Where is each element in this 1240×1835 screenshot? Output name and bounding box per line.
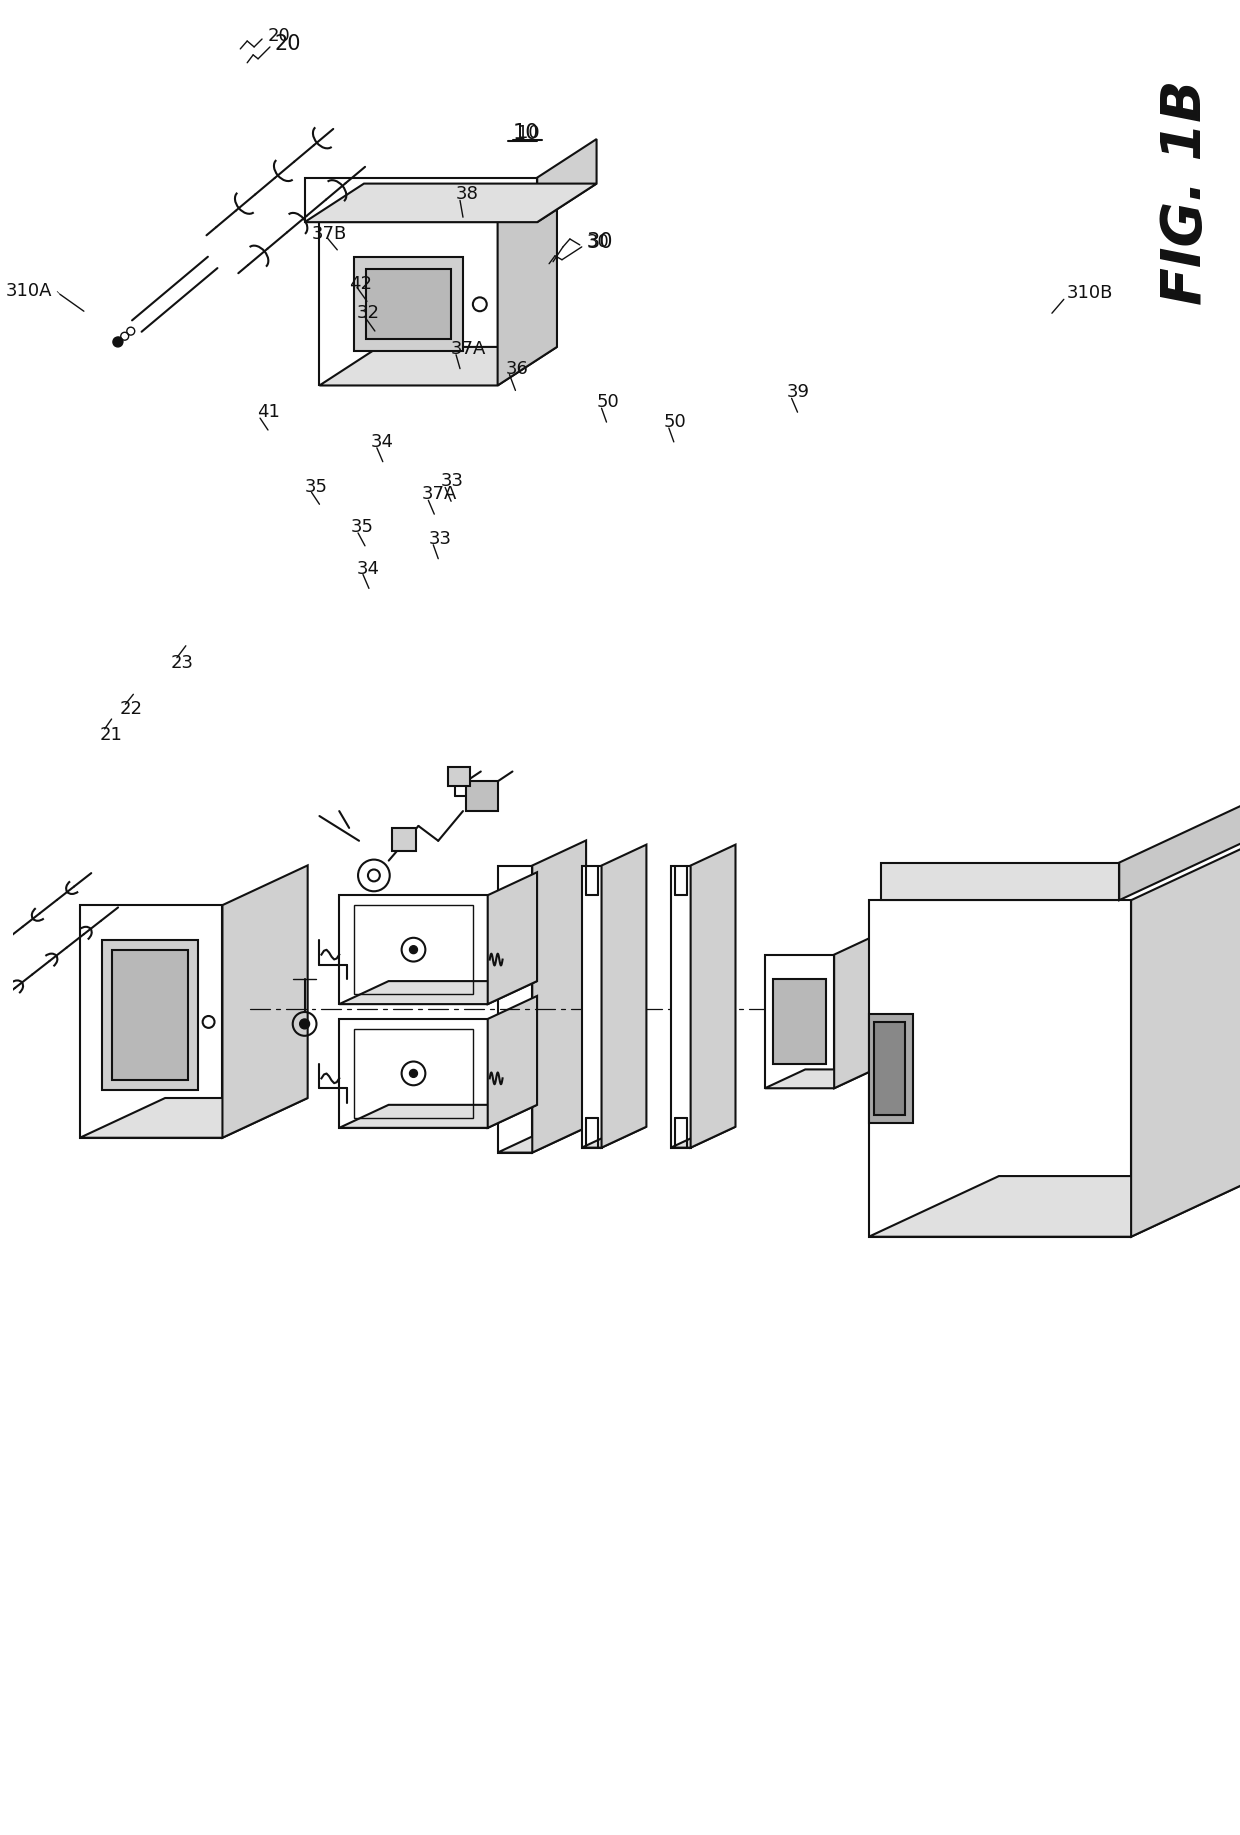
Polygon shape	[773, 980, 826, 1064]
Polygon shape	[497, 184, 557, 385]
Text: 33: 33	[428, 530, 451, 549]
Text: 20: 20	[275, 35, 301, 53]
Text: 30: 30	[587, 233, 609, 251]
Text: 35: 35	[351, 517, 374, 536]
Polygon shape	[487, 872, 537, 1004]
Polygon shape	[320, 222, 497, 385]
Polygon shape	[448, 767, 470, 787]
Text: 41: 41	[257, 404, 280, 422]
Text: 21: 21	[99, 727, 123, 743]
Text: 38: 38	[456, 185, 479, 204]
Text: FIG. 1B: FIG. 1B	[1158, 79, 1213, 305]
Polygon shape	[366, 268, 451, 339]
Polygon shape	[765, 1070, 874, 1088]
Polygon shape	[320, 347, 557, 385]
Polygon shape	[765, 954, 835, 1088]
Text: 32: 32	[357, 305, 381, 323]
Polygon shape	[671, 1127, 735, 1147]
Polygon shape	[880, 862, 1120, 901]
Circle shape	[113, 338, 123, 347]
Polygon shape	[582, 1127, 646, 1147]
Text: 37A: 37A	[422, 484, 456, 503]
Polygon shape	[102, 940, 197, 1090]
Text: 37B: 37B	[311, 226, 347, 242]
Polygon shape	[869, 1176, 1240, 1237]
Polygon shape	[874, 1022, 905, 1116]
Text: 10: 10	[517, 125, 541, 141]
Text: 37A: 37A	[451, 339, 486, 358]
Circle shape	[409, 1070, 418, 1077]
Polygon shape	[497, 866, 532, 1152]
Text: 22: 22	[119, 701, 143, 717]
Polygon shape	[835, 936, 874, 1088]
Polygon shape	[305, 178, 537, 222]
Text: 34: 34	[371, 433, 394, 451]
Circle shape	[300, 1018, 310, 1029]
Text: 310A: 310A	[6, 283, 52, 301]
Polygon shape	[869, 901, 1131, 1237]
Polygon shape	[1131, 840, 1240, 1237]
Polygon shape	[487, 996, 537, 1129]
Text: 23: 23	[171, 653, 193, 672]
Polygon shape	[532, 840, 587, 1152]
Polygon shape	[537, 139, 596, 222]
Text: 10: 10	[512, 123, 539, 143]
Polygon shape	[466, 782, 497, 811]
Polygon shape	[497, 1127, 587, 1152]
Text: 50: 50	[663, 413, 687, 431]
Polygon shape	[340, 1018, 487, 1129]
Polygon shape	[392, 828, 417, 851]
Polygon shape	[222, 866, 308, 1138]
Text: 30: 30	[587, 231, 614, 251]
Polygon shape	[601, 844, 646, 1147]
Text: 50: 50	[596, 393, 619, 411]
Text: 20: 20	[268, 28, 290, 46]
Polygon shape	[869, 1015, 914, 1123]
Text: 36: 36	[506, 360, 528, 378]
Polygon shape	[582, 866, 601, 1147]
Polygon shape	[340, 895, 487, 1004]
Text: 42: 42	[350, 275, 372, 292]
Polygon shape	[1120, 802, 1240, 901]
Polygon shape	[79, 1097, 308, 1138]
Circle shape	[409, 945, 418, 954]
Text: 34: 34	[357, 560, 381, 578]
Polygon shape	[79, 905, 222, 1138]
Polygon shape	[340, 982, 537, 1004]
Polygon shape	[305, 184, 596, 222]
Polygon shape	[691, 844, 735, 1147]
Text: 35: 35	[305, 479, 327, 497]
Polygon shape	[112, 951, 187, 1081]
Polygon shape	[671, 866, 691, 1147]
Polygon shape	[340, 1105, 537, 1129]
Polygon shape	[355, 257, 463, 350]
Text: 39: 39	[786, 384, 810, 402]
Text: 310B: 310B	[1066, 284, 1114, 303]
Text: 33: 33	[440, 472, 464, 490]
